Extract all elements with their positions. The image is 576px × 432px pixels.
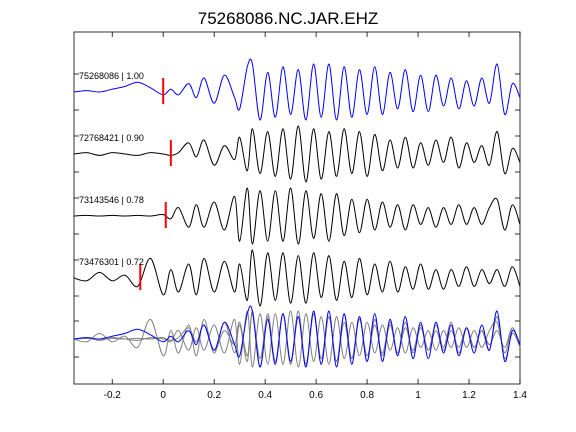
trace-line	[73, 58, 521, 121]
overlay-trace	[73, 305, 521, 368]
plot-frame	[73, 31, 521, 385]
x-tick-label: -0.2	[104, 390, 122, 401]
trace-label: 73143546 | 0.78	[79, 195, 144, 205]
trace-label: 72768421 | 0.90	[79, 133, 144, 143]
traces	[73, 58, 521, 368]
x-tick-label: 0.2	[207, 390, 221, 401]
trace-line	[73, 125, 521, 183]
trace-label: 73476301 | 0.72	[79, 257, 144, 267]
x-tick-label: 1.2	[462, 390, 476, 401]
trace-label: 75268086 | 1.00	[79, 71, 144, 81]
x-tick-label: 1.4	[513, 390, 527, 401]
chart-title: 75268086.NC.JAR.EHZ	[198, 9, 378, 28]
trace-line	[73, 249, 521, 307]
trace-labels: 75268086 | 1.00 72768421 | 0.90 73143546 |…	[79, 71, 144, 267]
trace-line	[73, 187, 521, 245]
x-tick-label: 1	[415, 390, 421, 401]
x-tick-label: 0.4	[258, 390, 272, 401]
x-tick-label: 0.6	[309, 390, 323, 401]
x-tick-label: 0.8	[360, 390, 374, 401]
axis-ticks: -0.2 0 0.2 0.4 0.6 0.8 1 1.2 1.4	[74, 32, 527, 401]
x-tick-label: 0	[160, 390, 166, 401]
